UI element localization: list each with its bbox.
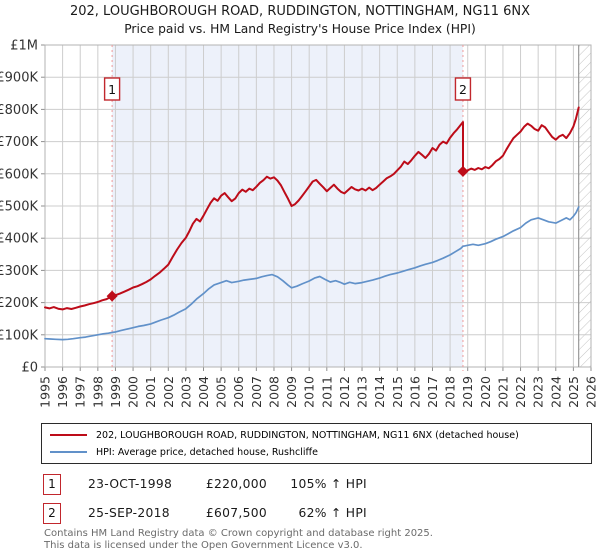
page-subtitle: Price paid vs. HM Land Registry's House …: [124, 22, 476, 36]
x-axis-tick-label: 1997: [73, 376, 88, 408]
x-axis-tick-label: 2008: [266, 376, 281, 408]
property-price-line: [44, 106, 580, 311]
sale-1-price: £220,000: [205, 477, 267, 491]
sale-1-hpi-delta: 105% ↑ HPI: [290, 477, 367, 491]
x-axis-tick-label: 1996: [55, 376, 70, 408]
sale-marker-diamond: [457, 165, 469, 177]
sale-annotation-1: 1 23-OCT-1998 £220,000 105% ↑ HPI: [0, 474, 600, 495]
x-axis-tick-label: 2023: [531, 376, 546, 408]
copyright-footer: Contains HM Land Registry data © Crown c…: [44, 528, 433, 551]
x-axis-tick-label: 2004: [196, 376, 211, 408]
plot-area: 1995 1996 1997 1998 1999 2000 2001 2002 2003 2004…: [0, 39, 599, 408]
x-axis-tick-label: 2010: [302, 376, 317, 408]
sale-2-number-badge: 2: [43, 503, 61, 524]
x-axis-tick-label: 1998: [90, 376, 105, 408]
x-axis-tick-label: 2017: [425, 376, 440, 408]
x-axis-tick-label: 2005: [214, 376, 229, 408]
footer-line-1: Contains HM Land Registry data © Crown c…: [44, 528, 433, 539]
sale-marker-label: 2: [459, 82, 467, 97]
x-axis-tick-label: 2021: [495, 376, 510, 408]
y-axis-tick-label: £300K: [0, 264, 38, 279]
sale-marker-label: 1: [108, 82, 116, 97]
x-axis-tick-label: 1999: [108, 376, 123, 408]
y-axis-tick-label: £100K: [0, 328, 38, 343]
x-axis-tick-label: 2016: [407, 376, 422, 408]
x-axis-tick-label: 2007: [249, 376, 264, 408]
sale-2-price: £607,500: [205, 506, 267, 520]
legend-row-property: 202, LOUGHBOROUGH ROAD, RUDDINGTON, NOTT…: [50, 429, 591, 442]
hpi-line-swatch: [50, 450, 87, 454]
sale-marker-diamond: [106, 290, 118, 302]
hpi-line: [44, 206, 580, 341]
y-axis-tick-label: £0: [21, 361, 38, 376]
legend-label-property: 202, LOUGHBOROUGH ROAD, RUDDINGTON, NOTT…: [96, 429, 519, 441]
y-axis-tick-label: £400K: [0, 232, 38, 247]
sale-annotation-2: 2 25-SEP-2018 £607,500 62% ↑ HPI: [0, 503, 600, 524]
property-line-swatch: [50, 433, 87, 437]
y-axis-tick-label: £600K: [0, 167, 38, 182]
x-axis-tick-label: 2011: [319, 376, 334, 408]
x-axis-tick-label: 2019: [460, 376, 475, 408]
y-axis-tick-label: £800K: [0, 103, 38, 118]
sale-1-number-badge: 1: [43, 474, 61, 495]
y-axis-tick-label: £900K: [0, 71, 38, 86]
y-axis-tick-label: £1M: [10, 39, 38, 54]
price-chart: 1995 1996 1997 1998 1999 2000 2001 2002 2003 2004…: [0, 39, 599, 408]
sale-marker-label-box: [103, 77, 121, 101]
x-axis-tick-label: 2000: [126, 376, 141, 408]
x-axis-tick-label: 2022: [513, 376, 528, 408]
y-axis-tick-label: £200K: [0, 296, 38, 311]
x-axis-tick-label: 2024: [548, 376, 563, 408]
x-axis-tick-label: 2003: [178, 376, 193, 408]
x-axis-tick-label: 2015: [390, 376, 405, 408]
legend-row-hpi: HPI: Average price, detached house, Rush…: [50, 446, 591, 459]
x-axis-tick-label: 2014: [372, 376, 387, 408]
x-axis-tick-label: 2013: [355, 376, 370, 408]
x-axis-tick-label: 1995: [38, 376, 53, 408]
sale-marker-label-box: [454, 77, 472, 101]
x-axis-tick-label: 2026: [584, 376, 599, 408]
sale-2-date: 25-SEP-2018: [88, 506, 170, 520]
footer-line-2: This data is licensed under the Open Gov…: [44, 539, 363, 551]
legend-label-hpi: HPI: Average price, detached house, Rush…: [96, 446, 318, 458]
x-axis-tick-label: 2012: [337, 376, 352, 408]
x-axis-tick-label: 2002: [161, 376, 176, 408]
y-axis-tick-label: £700K: [0, 135, 38, 150]
sale-1-date: 23-OCT-1998: [88, 477, 173, 491]
x-axis-tick-label: 2006: [231, 376, 246, 408]
x-axis-tick-label: 2018: [443, 376, 458, 408]
x-axis-tick-label: 2001: [143, 376, 158, 408]
page-title: 202, LOUGHBOROUGH ROAD, RUDDINGTON, NOTT…: [69, 4, 530, 19]
x-axis-tick-label: 2025: [566, 376, 581, 408]
x-axis-tick-label: 2020: [478, 376, 493, 408]
legend: 202, LOUGHBOROUGH ROAD, RUDDINGTON, NOTT…: [41, 423, 592, 464]
sale-2-hpi-delta: 62% ↑ HPI: [298, 506, 367, 520]
y-axis-tick-label: £500K: [0, 200, 38, 215]
x-axis-tick-label: 2009: [284, 376, 299, 408]
